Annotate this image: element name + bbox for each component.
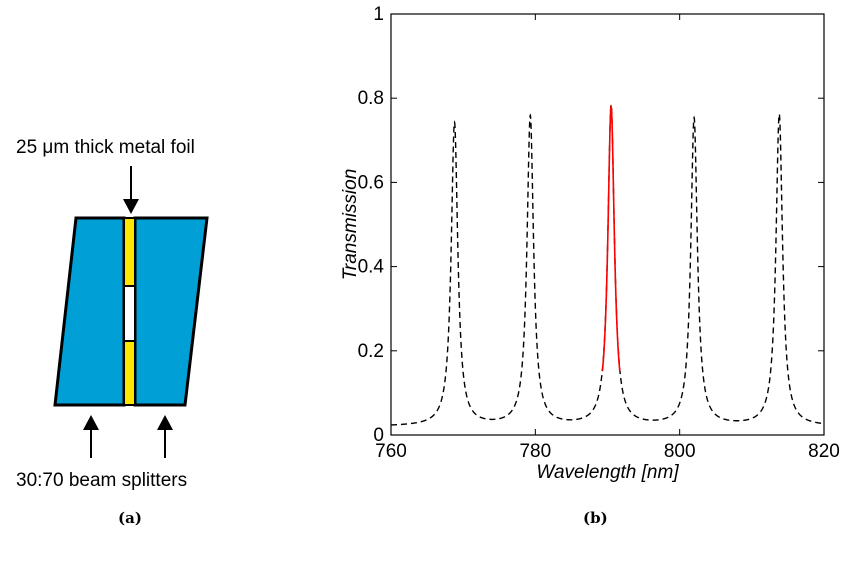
transmission-chart: 760 780 800 820 0 0.2 0.4 0.6 0.8 1 Wavelength [nm… xyxy=(340,4,840,483)
x-tick-label: 800 xyxy=(664,441,696,462)
y-axis-label: Transmission xyxy=(340,169,361,281)
foil-arrow-head xyxy=(123,199,139,214)
splitter-arrow-left-head xyxy=(83,415,99,430)
right-prism xyxy=(133,216,209,407)
x-tick-label: 780 xyxy=(519,441,551,462)
red-fit-series xyxy=(601,104,621,372)
y-tick-label: 0.4 xyxy=(358,257,385,278)
y-tick-label: 1 xyxy=(373,4,384,25)
splitter-label: 30:70 beam splitters xyxy=(16,470,188,491)
beam-splitter-diagram xyxy=(53,166,209,458)
y-tick-label: 0.2 xyxy=(358,341,384,362)
x-axis-label: Wavelength [nm] xyxy=(536,462,679,483)
y-tick-label: 0.8 xyxy=(358,88,384,109)
foil-label: 25 μm thick metal foil xyxy=(16,137,195,158)
x-tick-label: 820 xyxy=(808,441,840,462)
metal-foil-bottom xyxy=(123,340,136,406)
y-tick-label: 0.6 xyxy=(358,172,384,193)
panel-a-caption: (a) xyxy=(118,509,142,527)
metal-foil-top xyxy=(123,217,136,287)
left-prism xyxy=(53,216,126,407)
x-tick-label: 760 xyxy=(375,441,407,462)
y-tick-label: 0 xyxy=(373,425,384,446)
foil-aperture xyxy=(123,285,136,342)
panel-b-caption: (b) xyxy=(583,509,608,527)
plot-frame xyxy=(390,13,825,436)
splitter-arrow-right-head xyxy=(157,415,173,430)
